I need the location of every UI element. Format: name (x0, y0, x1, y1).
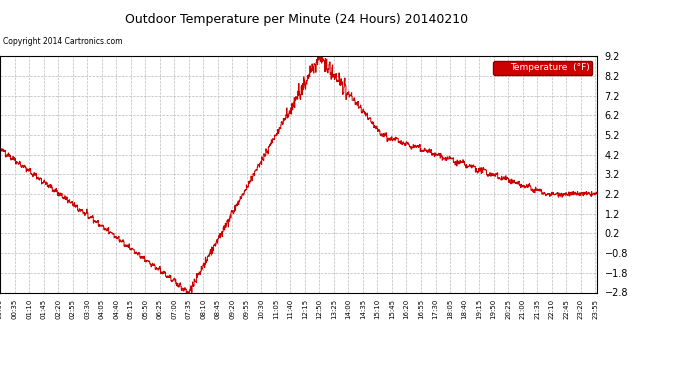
Text: Outdoor Temperature per Minute (24 Hours) 20140210: Outdoor Temperature per Minute (24 Hours… (125, 13, 469, 26)
Text: Copyright 2014 Cartronics.com: Copyright 2014 Cartronics.com (3, 38, 123, 46)
Legend: Temperature  (°F): Temperature (°F) (493, 61, 592, 75)
